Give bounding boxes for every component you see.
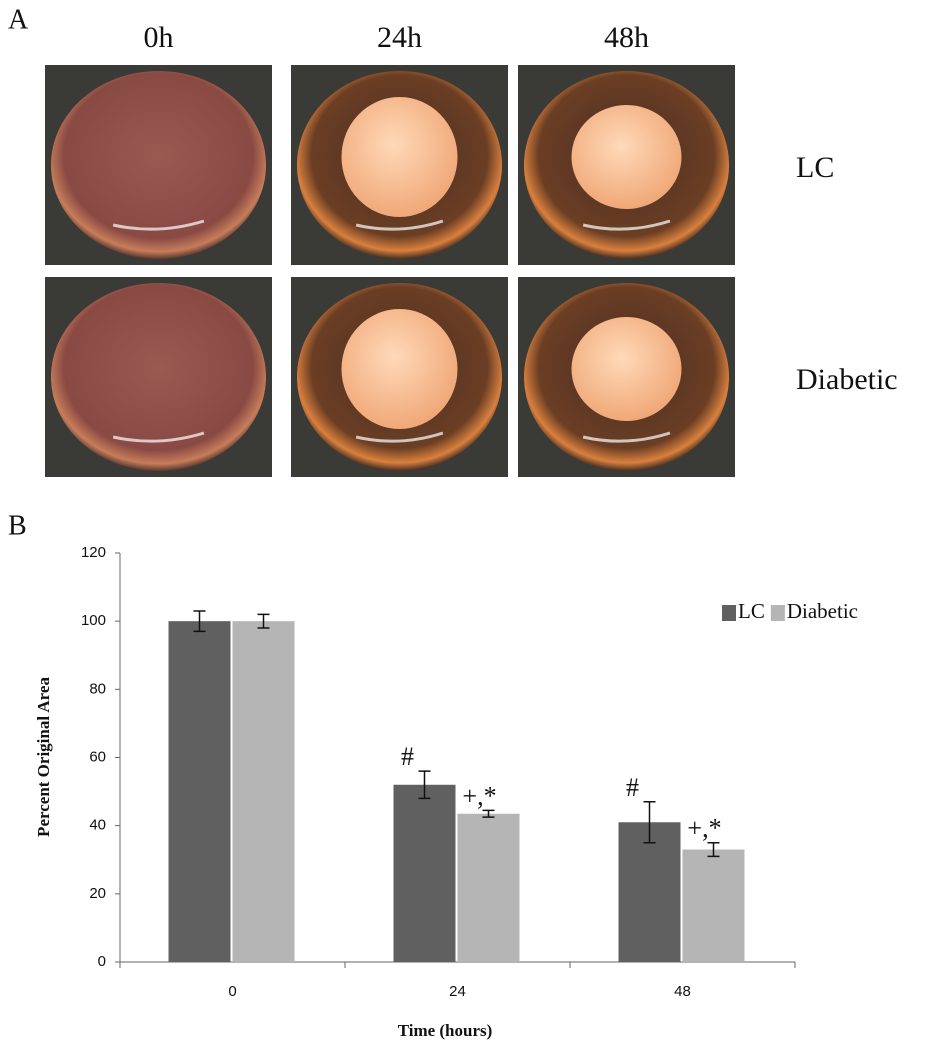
glare — [355, 219, 444, 231]
glare — [112, 431, 205, 443]
error-bar — [482, 809, 495, 818]
bar — [682, 849, 745, 962]
panel-label: A — [8, 4, 29, 35]
annotation: +,* — [687, 814, 721, 843]
gel-disc — [571, 317, 682, 421]
y-tick-label: 0 — [98, 953, 106, 970]
column-label: 48h — [604, 21, 649, 54]
y-axis-label: Percent Original Area — [34, 677, 53, 837]
gel-disc — [341, 97, 458, 217]
y-tick-label: 20 — [89, 885, 106, 902]
well — [51, 283, 266, 471]
legend-label: LC — [738, 599, 765, 623]
y-tick-label: 120 — [81, 544, 106, 561]
error-bar — [418, 770, 431, 800]
gel-disc — [571, 105, 682, 209]
y-tick-label: 80 — [89, 680, 106, 697]
x-axis-label: Time (hours) — [398, 1021, 493, 1040]
legend-label: Diabetic — [787, 599, 858, 623]
x-tick-label: 0 — [228, 983, 236, 1000]
legend-swatch — [770, 605, 785, 621]
y-tick-label: 60 — [89, 748, 106, 765]
bar — [232, 621, 295, 962]
row-label: Diabetic — [796, 363, 898, 396]
error-bar — [193, 610, 206, 633]
error-bar — [707, 841, 720, 858]
legend-swatch — [722, 605, 736, 621]
gel-disc — [341, 309, 458, 429]
annotation: +,* — [462, 781, 496, 810]
column-label: 24h — [377, 21, 422, 54]
y-tick-label: 100 — [81, 612, 106, 629]
glare — [355, 431, 444, 443]
glare — [582, 431, 671, 443]
y-tick-label: 40 — [89, 817, 106, 834]
annotation: # — [401, 742, 414, 771]
glare — [582, 219, 671, 231]
glare — [112, 219, 205, 231]
bar — [618, 822, 681, 962]
x-tick-label: 48 — [674, 983, 691, 1000]
error-bar — [257, 613, 270, 629]
panel-label: B — [8, 510, 27, 541]
bar — [168, 621, 231, 962]
bar — [457, 813, 520, 962]
x-tick-label: 24 — [449, 983, 466, 1000]
well — [51, 71, 266, 259]
column-label: 0h — [144, 21, 174, 54]
bar — [393, 784, 456, 962]
error-bar — [643, 801, 656, 844]
row-label: LC — [796, 151, 834, 184]
annotation: # — [626, 773, 639, 802]
